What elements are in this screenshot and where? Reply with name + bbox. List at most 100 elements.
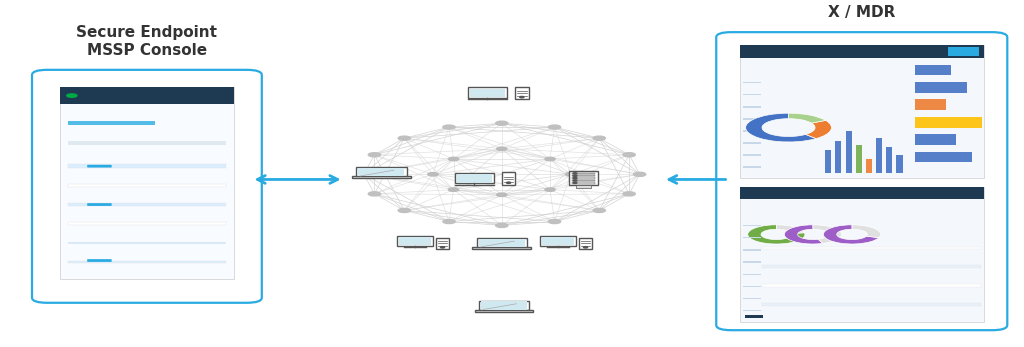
Bar (398, 237, 431, 245)
Bar (742, 225, 761, 226)
Circle shape (449, 188, 459, 191)
Circle shape (545, 188, 555, 191)
Circle shape (357, 172, 370, 176)
Bar (742, 166, 761, 168)
Bar (896, 154, 902, 173)
Bar (825, 150, 831, 173)
Wedge shape (788, 113, 825, 123)
Circle shape (593, 136, 605, 140)
Bar (572, 175, 595, 177)
Circle shape (520, 96, 524, 98)
Circle shape (549, 125, 561, 129)
Bar (887, 147, 892, 173)
Bar (742, 237, 761, 238)
Circle shape (443, 219, 455, 223)
Bar (502, 172, 515, 185)
Bar (577, 185, 591, 188)
FancyBboxPatch shape (716, 32, 1008, 330)
Bar (915, 100, 946, 110)
Wedge shape (748, 225, 805, 244)
Bar (468, 87, 507, 98)
Bar (836, 141, 842, 173)
Bar (744, 315, 763, 318)
Wedge shape (745, 113, 816, 142)
Bar (742, 118, 761, 120)
Circle shape (496, 223, 508, 227)
Circle shape (497, 193, 507, 196)
Bar (474, 310, 534, 312)
Bar (580, 238, 592, 249)
Circle shape (369, 153, 381, 157)
Bar (436, 238, 449, 249)
Circle shape (634, 172, 646, 176)
Circle shape (398, 209, 411, 212)
Bar (742, 106, 761, 108)
Bar (68, 164, 226, 168)
Bar (856, 145, 862, 173)
Bar (742, 82, 761, 83)
Circle shape (440, 247, 444, 248)
Circle shape (623, 192, 635, 196)
Bar (739, 187, 984, 199)
Circle shape (573, 182, 577, 184)
Bar (915, 134, 956, 145)
Bar (866, 159, 872, 173)
Bar (68, 121, 155, 125)
Bar (540, 236, 577, 246)
Circle shape (398, 136, 411, 140)
Bar (742, 286, 761, 287)
Bar (455, 173, 494, 183)
Bar (68, 203, 226, 206)
Bar (739, 187, 984, 322)
Bar (739, 45, 984, 178)
Circle shape (496, 121, 508, 125)
FancyBboxPatch shape (32, 70, 262, 303)
Circle shape (584, 247, 588, 248)
Bar (569, 171, 598, 185)
Circle shape (549, 219, 561, 223)
Bar (948, 47, 979, 56)
Bar (542, 237, 574, 245)
Bar (742, 154, 761, 156)
Circle shape (573, 180, 577, 181)
Bar (742, 142, 761, 144)
Bar (476, 238, 527, 248)
Bar (742, 310, 761, 312)
Bar (742, 273, 761, 275)
Bar (739, 45, 984, 58)
Wedge shape (813, 225, 842, 243)
Bar (68, 222, 226, 225)
Bar (572, 182, 595, 184)
Bar (396, 236, 433, 246)
Bar (915, 117, 982, 128)
Circle shape (497, 147, 507, 151)
Wedge shape (784, 225, 822, 244)
Circle shape (623, 153, 635, 157)
Wedge shape (852, 225, 881, 238)
Circle shape (545, 157, 555, 161)
Bar (572, 177, 595, 179)
Bar (358, 168, 404, 176)
Bar (457, 174, 492, 183)
Bar (915, 82, 967, 93)
Bar (478, 301, 529, 310)
Bar (478, 238, 525, 247)
Bar (59, 87, 234, 104)
Text: Secure Endpoint
MSSP Console: Secure Endpoint MSSP Console (77, 25, 217, 58)
Circle shape (573, 175, 577, 176)
Bar (480, 301, 527, 310)
Bar (68, 242, 226, 244)
Circle shape (443, 125, 455, 129)
Bar (572, 173, 595, 174)
Bar (846, 131, 852, 173)
Circle shape (573, 173, 577, 174)
FancyBboxPatch shape (87, 259, 112, 262)
Bar (68, 261, 226, 263)
Bar (472, 247, 531, 249)
Bar (742, 94, 761, 95)
Bar (742, 298, 761, 299)
Bar (762, 265, 981, 268)
Bar (742, 261, 761, 263)
Bar (742, 130, 761, 132)
Bar (356, 167, 407, 177)
